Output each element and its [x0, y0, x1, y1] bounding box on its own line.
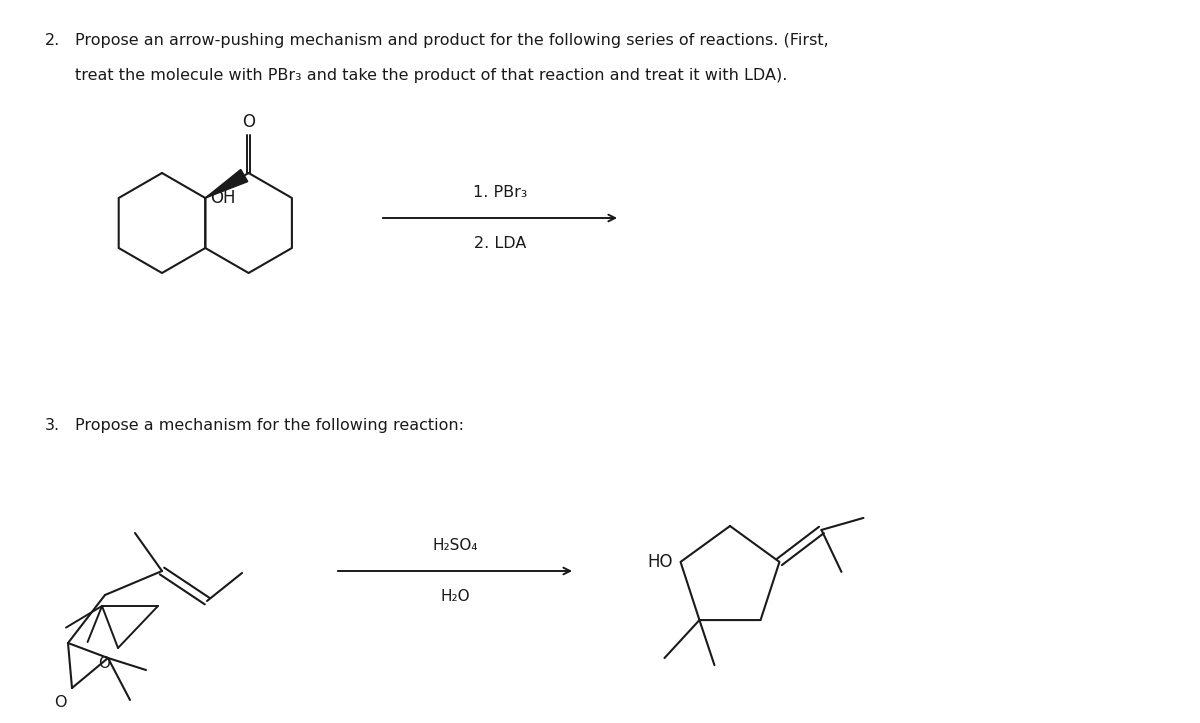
Text: H₂SO₄: H₂SO₄: [432, 538, 478, 553]
Text: HO: HO: [647, 553, 672, 571]
Text: 3.: 3.: [46, 418, 60, 433]
Text: 2. LDA: 2. LDA: [474, 236, 526, 251]
Text: O: O: [54, 695, 67, 710]
Text: 1. PBr₃: 1. PBr₃: [473, 185, 527, 200]
Polygon shape: [205, 169, 247, 198]
Text: 2.: 2.: [46, 33, 60, 48]
Text: treat the molecule with PBr₃ and take the product of that reaction and treat it : treat the molecule with PBr₃ and take th…: [74, 68, 787, 83]
Text: Propose a mechanism for the following reaction:: Propose a mechanism for the following re…: [74, 418, 464, 433]
Text: OH: OH: [210, 189, 236, 207]
Text: H₂O: H₂O: [440, 589, 470, 604]
Text: Propose an arrow-pushing mechanism and product for the following series of react: Propose an arrow-pushing mechanism and p…: [74, 33, 829, 48]
Text: O: O: [98, 656, 110, 671]
Text: O: O: [242, 113, 256, 131]
